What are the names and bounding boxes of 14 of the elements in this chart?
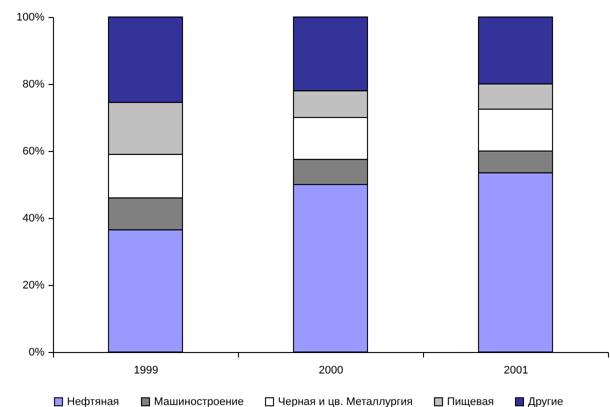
- legend-label: Машиностроение: [154, 396, 244, 407]
- y-tick-label: 80%: [22, 78, 45, 90]
- x-tick-label: 1999: [134, 364, 158, 376]
- y-tick-label: 100%: [16, 12, 45, 24]
- y-tick-label: 0%: [28, 346, 45, 358]
- legend-label: Нефтяная: [67, 396, 120, 407]
- x-tick-label: 2001: [504, 364, 528, 376]
- y-tick-label: 20%: [22, 280, 45, 292]
- y-tick-label: 60%: [22, 146, 45, 158]
- y-tick-label: 40%: [22, 212, 45, 224]
- legend-label: Другие: [528, 396, 564, 407]
- legend-label: Пищевая: [447, 396, 494, 407]
- x-tick-label: 2000: [318, 364, 344, 376]
- legend-label: Черная и цв. Металлургия: [278, 396, 413, 407]
